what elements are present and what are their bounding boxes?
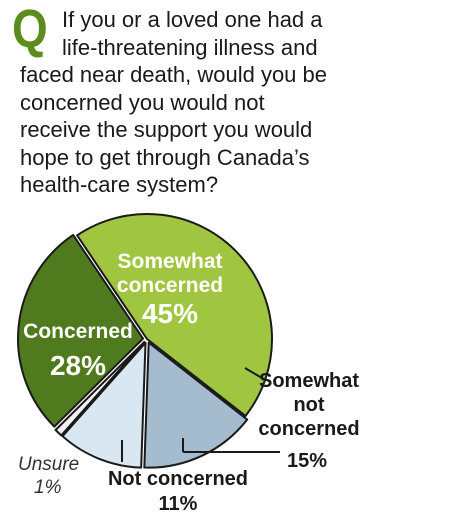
pie-slice-somewhat-concerned (76, 213, 273, 417)
pie-slices (17, 213, 273, 469)
slice-value-concerned: 28% (50, 350, 106, 381)
question-line: concerned you would not (20, 89, 265, 115)
leader-line-somewhat-not-concerned (244, 367, 263, 379)
pie-slice-concerned (17, 233, 145, 428)
question-line: health-care system? (20, 172, 219, 197)
survey-question: If you or a loved one had a life-threate… (20, 6, 445, 199)
labels: Somewhat concerned 45% Concerned 28% Som… (18, 250, 360, 515)
question-line: life-threatening illness and (62, 34, 318, 60)
slice-label-somewhat-concerned: concerned (117, 274, 223, 297)
question-line: receive the support you would (20, 117, 313, 142)
slice-label-somewhat-not-concerned: not (293, 394, 324, 416)
question-marker: Q (12, 0, 48, 59)
slice-value-unsure: 1% (34, 477, 62, 498)
slice-value-somewhat-not-concerned: 15% (287, 450, 327, 472)
slice-label-somewhat-concerned: Somewhat (117, 250, 222, 273)
question-line: hope to get through Canada’s (20, 144, 310, 170)
slice-value-somewhat-concerned: 45% (142, 298, 198, 329)
slice-label-somewhat-not-concerned: Somewhat (259, 370, 359, 392)
question-line: faced near death, would you be (20, 62, 328, 87)
question-line: If you or a loved one had a (62, 7, 323, 32)
slice-value-not-concerned: 11% (159, 493, 198, 515)
slice-label-unsure: Unsure (18, 454, 79, 475)
slice-label-somewhat-not-concerned: concerned (258, 418, 359, 440)
pie-slice-unsure (54, 340, 146, 437)
slice-label-not-concerned: Not concerned (108, 468, 248, 490)
leader-lines (121, 367, 280, 462)
slice-label-concerned: Concerned (23, 320, 133, 343)
pie-slice-not-concerned (61, 341, 147, 469)
pie-slice-somewhat-not-concerned (143, 341, 249, 469)
